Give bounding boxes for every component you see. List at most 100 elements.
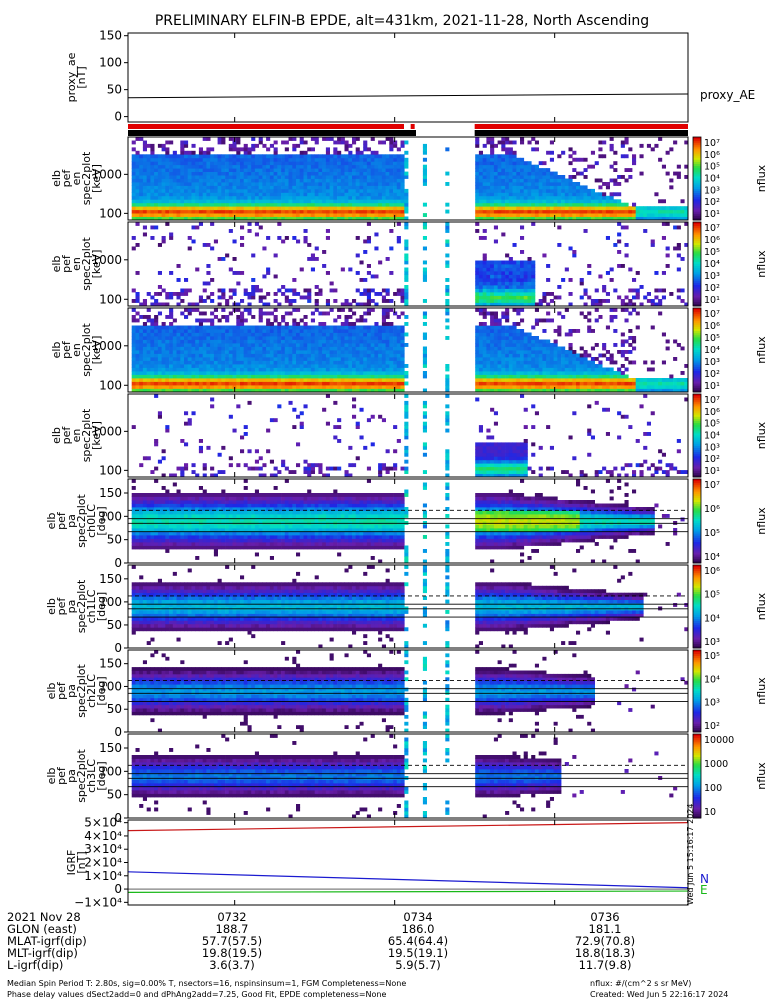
spectrogram-cell (284, 209, 289, 214)
spectrogram-cell (322, 182, 327, 186)
spectrogram-cell (508, 302, 513, 307)
spectrogram-cell (206, 388, 211, 393)
spectrogram-cell (157, 329, 162, 333)
spectrogram-cell (251, 381, 256, 386)
spectrogram-cell (493, 274, 498, 279)
spectrogram-cell (198, 185, 203, 190)
spectrogram-cell (176, 360, 181, 365)
spectrogram-cell (385, 350, 390, 354)
spectrogram-cell (523, 199, 528, 204)
spectrogram-cell (542, 185, 547, 190)
spectrogram-cell (187, 195, 192, 200)
spectrogram-cell (236, 168, 241, 172)
spectrogram-cell (314, 308, 319, 312)
spectrogram-cell (322, 185, 327, 190)
spectrogram-cell (202, 243, 207, 247)
spectrogram-cell (198, 164, 203, 169)
spectrogram-cell (146, 329, 151, 333)
spectrogram-cell (277, 157, 282, 162)
spectrogram-cell (624, 216, 629, 221)
spectrogram-cell (228, 157, 233, 162)
spectrogram-cell (318, 182, 323, 186)
spectrogram-cell (520, 182, 525, 186)
spectrogram-cell (508, 195, 513, 200)
spectrogram-cell (210, 222, 215, 226)
spectrogram-cell (176, 378, 181, 382)
spectrogram-cell (277, 171, 282, 176)
spectrogram-cell (523, 378, 528, 382)
spectrogram-cell (490, 175, 495, 179)
spectrogram-cell (142, 346, 147, 351)
colorbar-segment (693, 228, 701, 231)
spectrogram-cell (508, 264, 513, 268)
spectrogram-cell (221, 185, 226, 190)
spectrogram-cell (135, 213, 140, 217)
spectrogram-cell (269, 157, 274, 162)
spectrogram-cell (378, 385, 383, 389)
spectrogram-cell (322, 371, 327, 375)
spectrogram-cell (187, 185, 192, 190)
panel-frame (127, 136, 689, 221)
spectrogram-cell (378, 195, 383, 200)
spectrogram-cell (508, 367, 513, 372)
spectrogram-cell (325, 350, 330, 354)
spectrogram-cell (490, 329, 495, 333)
spectrogram-cell (553, 209, 558, 214)
spectrogram-cell (236, 357, 241, 361)
spectrogram-cell (445, 222, 450, 226)
spectrogram-cell (236, 350, 241, 354)
spectrogram-cell (620, 209, 625, 214)
spectrogram-cell (322, 311, 327, 316)
spectrogram-cell (169, 192, 174, 197)
spectrogram-cell (493, 267, 498, 272)
spectrogram-cell (520, 260, 525, 265)
spectrogram-cell (150, 206, 155, 211)
spectrogram-cell (352, 381, 357, 386)
colorbar-segment (693, 249, 701, 252)
spectrogram-cell (404, 209, 409, 214)
spectrogram-cell (333, 175, 338, 179)
spectrogram-cell (277, 216, 282, 221)
spectrogram-cell (516, 332, 521, 337)
spectrogram-cell (236, 281, 241, 286)
spectrogram-cell (131, 339, 136, 344)
spectrogram-cell (157, 161, 162, 166)
spectrogram-cell (478, 285, 483, 289)
spectrogram-cell (337, 182, 342, 186)
spectrogram-cell (258, 168, 263, 172)
spectrogram-cell (602, 195, 607, 200)
spectrogram-cell (225, 329, 230, 333)
spectrogram-cell (258, 137, 263, 141)
spectrogram-cell (400, 192, 405, 197)
spectrogram-cell (310, 371, 315, 375)
spectrogram-cell (497, 318, 502, 323)
spectrogram-cell (602, 140, 607, 145)
spectrogram-cell (281, 315, 286, 319)
spectrogram-cell (676, 206, 681, 211)
spectrogram-cell (333, 209, 338, 214)
spectrogram-cell (505, 336, 510, 340)
spectrogram-cell (523, 281, 528, 286)
spectrogram-cell (490, 271, 495, 275)
spectrogram-cell (422, 178, 427, 183)
colorbar-tick-label: 10² (704, 283, 720, 294)
spectrogram-cell (381, 381, 386, 386)
spectrogram-cell (139, 154, 144, 159)
spectrogram-cell (284, 164, 289, 169)
spectrogram-cell (307, 188, 312, 193)
spectrogram-cell (169, 295, 174, 300)
spectrogram-cell (247, 346, 252, 351)
spectrogram-cell (150, 336, 155, 340)
spectrogram-cell (348, 206, 353, 211)
spectrogram-cell (307, 257, 312, 261)
colorbar-segment (693, 230, 701, 233)
spectrogram-cell (620, 154, 625, 159)
spectrogram-cell (478, 336, 483, 340)
spectrogram-cell (617, 216, 622, 221)
spectrogram-cell (284, 336, 289, 340)
spectrogram-cell (258, 325, 263, 330)
spectrogram-cell (355, 213, 360, 217)
spectrogram-cell (251, 295, 256, 300)
spectrogram-cell (366, 385, 371, 389)
spectrogram-cell (669, 216, 674, 221)
